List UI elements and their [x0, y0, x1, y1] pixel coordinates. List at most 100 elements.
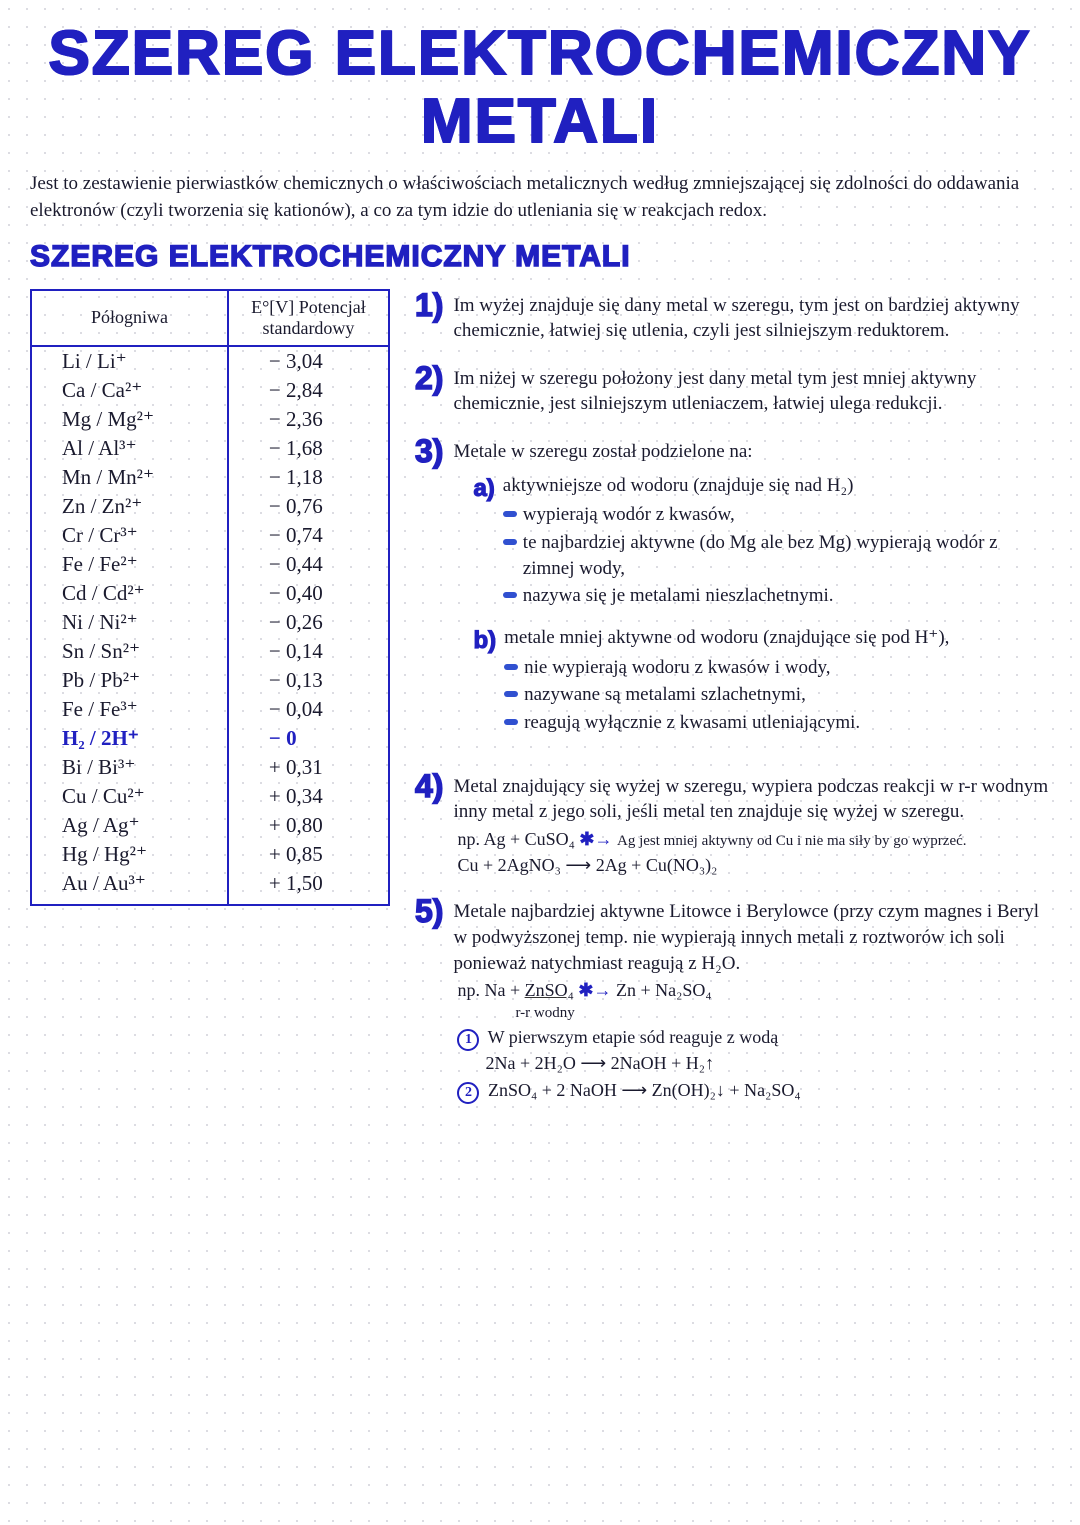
- half-cell: H₂ / 2H⁺: [31, 724, 228, 753]
- bullet-icon: [503, 539, 517, 545]
- intro-paragraph: Jest to zestawienie pierwiastków chemicz…: [30, 171, 1050, 224]
- half-cell: Bi / Bi³⁺: [31, 753, 228, 782]
- potential-value: − 0,44: [228, 550, 389, 579]
- note-5-step1: 1 W pierwszym etapie sód reaguje z wodą …: [457, 1025, 1050, 1076]
- potential-value: − 0: [228, 724, 389, 753]
- circled-1-icon: 1: [457, 1029, 479, 1051]
- half-cell: Pb / Pb²⁺: [31, 666, 228, 695]
- note-number-3: 3): [415, 435, 443, 467]
- table-row: Al / Al³⁺− 1,68: [31, 434, 389, 463]
- note-4-eq2: Cu + 2AgNO₃ ⟶ 2Ag + Cu(NO₃)₂: [457, 853, 1050, 877]
- potential-value: − 0,04: [228, 695, 389, 724]
- note-3b-content: metale mniej aktywne od wodoru (znajdują…: [504, 625, 949, 738]
- half-cell: Cd / Cd²⁺: [31, 579, 228, 608]
- potential-value: − 0,40: [228, 579, 389, 608]
- note-5-head: Metale najbardziej aktywne Litowce i Ber…: [453, 901, 1039, 973]
- note-3a-content: aktywniejsze od wodoru (znajduje się nad…: [503, 473, 1050, 611]
- table-row: Ca / Ca²⁺− 2,84: [31, 376, 389, 405]
- table-row: Sn / Sn²⁺− 0,14: [31, 637, 389, 666]
- table-row: Li / Li⁺− 3,04: [31, 346, 389, 376]
- table-row: Cr / Cr³⁺− 0,74: [31, 521, 389, 550]
- sub-title: SZEREG ELEKTROCHEMICZNY METALI: [30, 240, 1050, 274]
- eq1-note: Ag jest mniej aktywny od Cu i nie ma sił…: [617, 833, 967, 849]
- table-row: Ag / Ag⁺+ 0,80: [31, 811, 389, 840]
- note-4-body: Metal znajdujący się wyżej w szeregu, wy…: [453, 770, 1050, 878]
- half-cell: Li / Li⁺: [31, 346, 228, 376]
- table-row: Mg / Mg²⁺− 2,36: [31, 405, 389, 434]
- bullet-icon: [504, 719, 518, 725]
- table-row: Cu / Cu²⁺+ 0,34: [31, 782, 389, 811]
- bullet-icon: [503, 592, 517, 598]
- half-cell: Cu / Cu²⁺: [31, 782, 228, 811]
- table-row: Cd / Cd²⁺− 0,40: [31, 579, 389, 608]
- potential-value: − 0,26: [228, 608, 389, 637]
- half-cell: Ni / Ni²⁺: [31, 608, 228, 637]
- eq5-under: ZnSO₄: [525, 980, 574, 1000]
- potential-value: + 0,31: [228, 753, 389, 782]
- potential-value: − 3,04: [228, 346, 389, 376]
- half-cell: Ag / Ag⁺: [31, 811, 228, 840]
- note-5-body: Metale najbardziej aktywne Litowce i Ber…: [453, 895, 1050, 1104]
- potential-value: − 1,68: [228, 434, 389, 463]
- note-1-body: Im wyżej znajduje się dany metal w szere…: [453, 289, 1050, 344]
- note-3a-b2: te najbardziej aktywne (do Mg ale bez Mg…: [523, 530, 1050, 581]
- eq1-pre: np. Ag + CuSO₄: [457, 829, 579, 849]
- table-row: Au / Au³⁺+ 1,50: [31, 869, 389, 905]
- potential-value: − 2,36: [228, 405, 389, 434]
- table-row: Hg / Hg²⁺+ 0,85: [31, 840, 389, 869]
- note-2: 2) Im niżej w szeregu położony jest dany…: [415, 362, 1050, 417]
- half-cell: Hg / Hg²⁺: [31, 840, 228, 869]
- half-cell: Fe / Fe³⁺: [31, 695, 228, 724]
- note-number-1: 1): [415, 289, 443, 321]
- half-cell: Mn / Mn²⁺: [31, 463, 228, 492]
- note-3a: a) aktywniejsze od wodoru (znajduje się …: [473, 473, 1050, 611]
- note-3b-b1: nie wypierają wodoru z kwasów i wody,: [524, 655, 830, 681]
- table-row: Pb / Pb²⁺− 0,13: [31, 666, 389, 695]
- potential-value: − 0,14: [228, 637, 389, 666]
- cross-icon: ✱→: [579, 829, 612, 849]
- potential-value: + 0,34: [228, 782, 389, 811]
- sub-letter-a: a): [473, 473, 494, 505]
- potential-table: Półogniwa E°[V] Potencjał standardowy Li…: [30, 289, 390, 906]
- circled-2-icon: 2: [457, 1082, 479, 1104]
- step1-eq: 2Na + 2H₂O ⟶ 2NaOH + H₂↑: [485, 1053, 714, 1073]
- note-4-eq1: np. Ag + CuSO₄ ✱→ Ag jest mniej aktywny …: [457, 827, 1050, 851]
- note-3a-head: aktywniejsze od wodoru (znajduje się nad…: [503, 475, 854, 496]
- potential-value: + 1,50: [228, 869, 389, 905]
- table-row: Fe / Fe³⁺− 0,04: [31, 695, 389, 724]
- table-row: Ni / Ni²⁺− 0,26: [31, 608, 389, 637]
- potential-value: − 2,84: [228, 376, 389, 405]
- half-cell: Au / Au³⁺: [31, 869, 228, 905]
- note-3b-head: metale mniej aktywne od wodoru (znajdują…: [504, 627, 949, 648]
- eq5-lead: np. Na +: [457, 980, 524, 1000]
- potential-value: − 0,74: [228, 521, 389, 550]
- half-cell: Fe / Fe²⁺: [31, 550, 228, 579]
- half-cell: Al / Al³⁺: [31, 434, 228, 463]
- half-cell: Zn / Zn²⁺: [31, 492, 228, 521]
- table-body: Li / Li⁺− 3,04Ca / Ca²⁺− 2,84Mg / Mg²⁺− …: [31, 346, 389, 905]
- note-3b-b2: nazywane są metalami szlachetnymi,: [524, 682, 806, 708]
- potential-value: − 0,76: [228, 492, 389, 521]
- table-head-left: Półogniwa: [31, 290, 228, 346]
- table-row: Fe / Fe²⁺− 0,44: [31, 550, 389, 579]
- note-number-4: 4): [415, 770, 443, 802]
- step2-eq: ZnSO₄ + 2 NaOH ⟶ Zn(OH)₂↓ + Na₂SO₄: [488, 1080, 801, 1100]
- note-3-head: Metale w szeregu został podzielone na:: [453, 441, 752, 462]
- title-line-2: METALI: [421, 87, 659, 156]
- note-1: 1) Im wyżej znajduje się dany metal w sz…: [415, 289, 1050, 344]
- table-row: Zn / Zn²⁺− 0,76: [31, 492, 389, 521]
- table-row: Bi / Bi³⁺+ 0,31: [31, 753, 389, 782]
- notes-column: 1) Im wyżej znajduje się dany metal w sz…: [415, 289, 1050, 1122]
- note-3: 3) Metale w szeregu został podzielone na…: [415, 435, 1050, 751]
- step1-text: W pierwszym etapie sód reaguje z wodą: [488, 1027, 779, 1047]
- note-4: 4) Metal znajdujący się wyżej w szeregu,…: [415, 770, 1050, 878]
- note-3-body: Metale w szeregu został podzielone na: a…: [453, 435, 1050, 751]
- note-number-2: 2): [415, 362, 443, 394]
- potential-value: − 0,13: [228, 666, 389, 695]
- table-row: H₂ / 2H⁺− 0: [31, 724, 389, 753]
- content-row: Półogniwa E°[V] Potencjał standardowy Li…: [30, 289, 1050, 1122]
- eq5-sub: r-r wodny: [515, 1003, 1050, 1023]
- note-5: 5) Metale najbardziej aktywne Litowce i …: [415, 895, 1050, 1104]
- note-3b: b) metale mniej aktywne od wodoru (znajd…: [473, 625, 1050, 738]
- potential-value: + 0,80: [228, 811, 389, 840]
